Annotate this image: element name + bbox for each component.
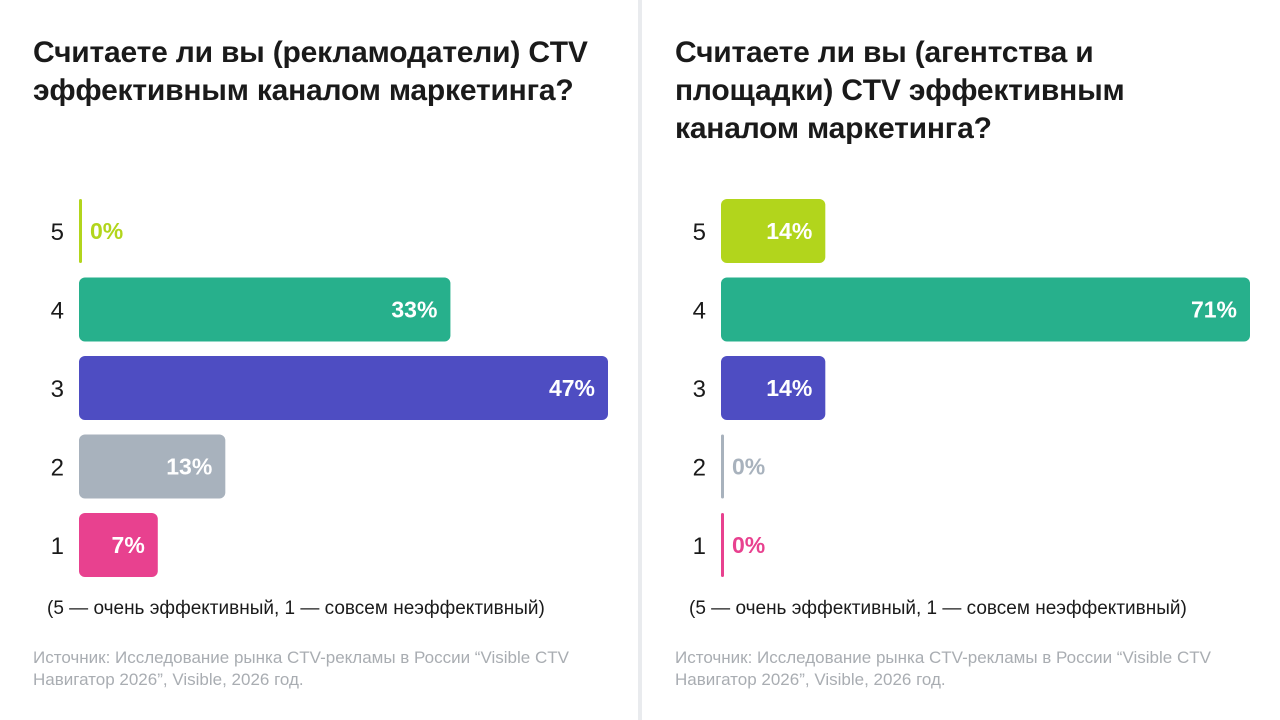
bar-chart-advertisers: 5 0% 4 33% 3 47% 2 13% 1 7%: [51, 199, 608, 577]
bar: [721, 434, 724, 499]
value-label: 14%: [766, 218, 812, 244]
scale-note: (5 — очень эффективный, 1 — совсем неэфф…: [47, 598, 545, 619]
source-text: Источник: Исследование рынка CTV-рекламы…: [33, 648, 569, 689]
value-label: 71%: [1191, 297, 1237, 323]
category-label: 1: [51, 533, 64, 560]
value-label: 7%: [112, 532, 145, 558]
category-label: 3: [693, 376, 706, 403]
value-label: 13%: [166, 454, 212, 480]
value-label: 47%: [549, 375, 595, 401]
category-label: 2: [693, 455, 706, 482]
bar: [79, 199, 82, 263]
source-text: Источник: Исследование рынка CTV-рекламы…: [675, 648, 1211, 689]
scale-note: (5 — очень эффективный, 1 — совсем неэфф…: [689, 598, 1187, 619]
bar: [721, 277, 1250, 342]
bar-chart-agencies: 5 14% 4 71% 3 14% 2 0% 1 0%: [693, 199, 1250, 577]
chart-title: Считаете ли вы (агентства и площадки) CT…: [675, 36, 1125, 145]
left-panel: Считаете ли вы (рекламодатели) CTV эффек…: [0, 0, 638, 720]
category-label: 1: [693, 533, 706, 560]
category-label: 5: [693, 219, 706, 246]
category-label: 5: [51, 219, 64, 246]
chart-title: Считаете ли вы (рекламодатели) CTV эффек…: [33, 36, 588, 107]
bar: [721, 356, 826, 420]
value-label: 33%: [391, 297, 437, 323]
value-label: 0%: [732, 532, 765, 558]
bar: [79, 513, 158, 577]
bar: [721, 199, 826, 263]
category-label: 4: [693, 298, 706, 325]
bar: [79, 277, 451, 342]
right-panel: Считаете ли вы (агентства и площадки) CT…: [642, 0, 1280, 720]
bar: [79, 356, 608, 420]
category-label: 3: [51, 376, 64, 403]
category-label: 2: [51, 455, 64, 482]
bar: [721, 513, 724, 577]
value-label: 0%: [732, 454, 765, 480]
value-label: 14%: [766, 375, 812, 401]
value-label: 0%: [90, 218, 123, 244]
bar: [79, 434, 226, 499]
category-label: 4: [51, 298, 64, 325]
